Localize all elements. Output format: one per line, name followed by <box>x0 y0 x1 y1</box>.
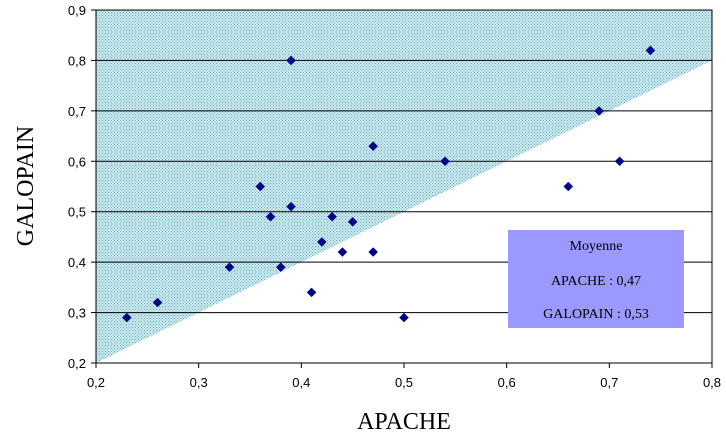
mean-annotation: Moyenne APACHE : 0,47 GALOPAIN : 0,53 <box>508 230 684 328</box>
data-point <box>399 312 409 323</box>
data-point <box>224 262 235 273</box>
x-axis-title: APACHE <box>357 409 451 435</box>
data-point <box>440 156 450 167</box>
data-point <box>614 156 625 167</box>
y-tick-label: 0,4 <box>68 255 86 270</box>
data-point <box>563 181 574 192</box>
data-point <box>265 211 276 222</box>
data-point <box>255 181 266 192</box>
y-tick-label: 0,5 <box>68 205 86 220</box>
x-tick-label: 0,3 <box>190 375 208 390</box>
data-point <box>368 141 379 152</box>
plot-frame <box>91 9 713 368</box>
x-tick-label: 0,7 <box>600 375 618 390</box>
data-point <box>317 237 327 247</box>
mean-galopain: GALOPAIN : 0,53 <box>543 307 649 322</box>
y-tick-label: 0,8 <box>68 53 86 68</box>
x-tick-label: 0,4 <box>292 375 310 390</box>
data-point <box>286 55 296 66</box>
y-tick-label: 0,7 <box>68 104 86 119</box>
data-point <box>337 247 348 257</box>
data-point <box>286 201 296 212</box>
data-points <box>121 45 656 323</box>
data-point <box>368 247 379 257</box>
plot-area <box>96 10 712 363</box>
y-tick-labels: 0,2 0,3 0,4 0,5 0,6 0,7 0,8 0,9 <box>68 3 86 371</box>
data-point <box>275 262 286 273</box>
data-point <box>645 45 656 56</box>
x-tick-label: 0,6 <box>498 375 516 390</box>
x-tick-label: 0,8 <box>703 375 721 390</box>
shaded-region-above-diagonal <box>96 10 712 363</box>
mean-title: Moyenne <box>570 239 623 254</box>
y-axis-title: GALOPAIN <box>13 126 39 246</box>
mean-apache: APACHE : 0,47 <box>551 274 641 289</box>
mean-annotation-box <box>508 230 684 328</box>
y-tick-label: 0,6 <box>68 154 86 169</box>
y-tick-label: 0,9 <box>68 3 86 18</box>
x-tick-label: 0,5 <box>395 375 413 390</box>
y-tick-label: 0,3 <box>68 306 86 321</box>
y-tick-label: 0,2 <box>68 356 86 371</box>
data-point <box>594 106 604 116</box>
data-point <box>121 312 132 323</box>
data-point <box>327 211 337 222</box>
data-point <box>306 287 317 298</box>
data-point <box>347 216 358 227</box>
x-tick-label: 0,2 <box>87 375 105 390</box>
x-tick-labels: 0,2 0,3 0,4 0,5 0,6 0,7 0,8 <box>87 375 721 390</box>
data-point <box>152 297 163 308</box>
